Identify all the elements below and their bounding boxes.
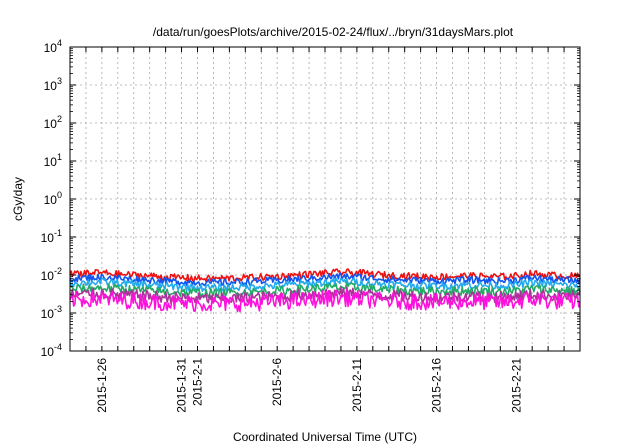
y-axis-label: cGy/day [11,177,25,221]
x-tick-label: 2015-2-11 [350,358,364,412]
y-tick-label: 100 [44,190,62,207]
x-tick-label: 2015-2-16 [430,358,444,413]
y-tick-label: 102 [44,114,62,131]
x-tick-label: 2015-2-6 [270,358,284,406]
y-tick-label: 103 [44,76,62,93]
x-tick-label: 2015-2-1 [191,358,205,406]
chart-title: /data/run/goesPlots/archive/2015-02-24/f… [153,25,514,39]
y-tick-label: 101 [44,152,62,169]
series-line-4 [69,282,581,299]
series-line-1 [69,268,581,283]
series-layer [69,268,581,313]
y-tick-label: 104 [44,38,62,55]
y-tick-label: 10-2 [41,266,62,283]
x-tick-label: 2015-1-31 [175,358,189,413]
series-line-3 [69,277,581,293]
x-tick-label: 2015-1-26 [95,358,109,413]
x-tick-labels: 2015-1-26 2015-1-31 2015-2-1 2015-2-6 2015-2… [95,358,523,413]
x-axis-label: Coordinated Universal Time (UTC) [233,430,417,444]
grid [70,47,580,351]
y-tick-label: 10-1 [41,228,62,245]
y-tick-label: 10-3 [41,304,62,321]
x-tick-label: 2015-2-21 [509,358,523,413]
y-tick-label: 10-4 [41,342,62,359]
y-tick-labels: 10-4 10-3 10-2 10-1 100 101 102 103 104 [41,38,62,359]
series-line-6 [69,289,581,313]
ticks [69,46,581,352]
